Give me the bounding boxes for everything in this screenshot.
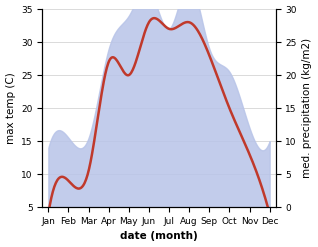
Y-axis label: med. precipitation (kg/m2): med. precipitation (kg/m2) <box>302 38 313 178</box>
Y-axis label: max temp (C): max temp (C) <box>5 72 16 144</box>
X-axis label: date (month): date (month) <box>120 231 198 242</box>
